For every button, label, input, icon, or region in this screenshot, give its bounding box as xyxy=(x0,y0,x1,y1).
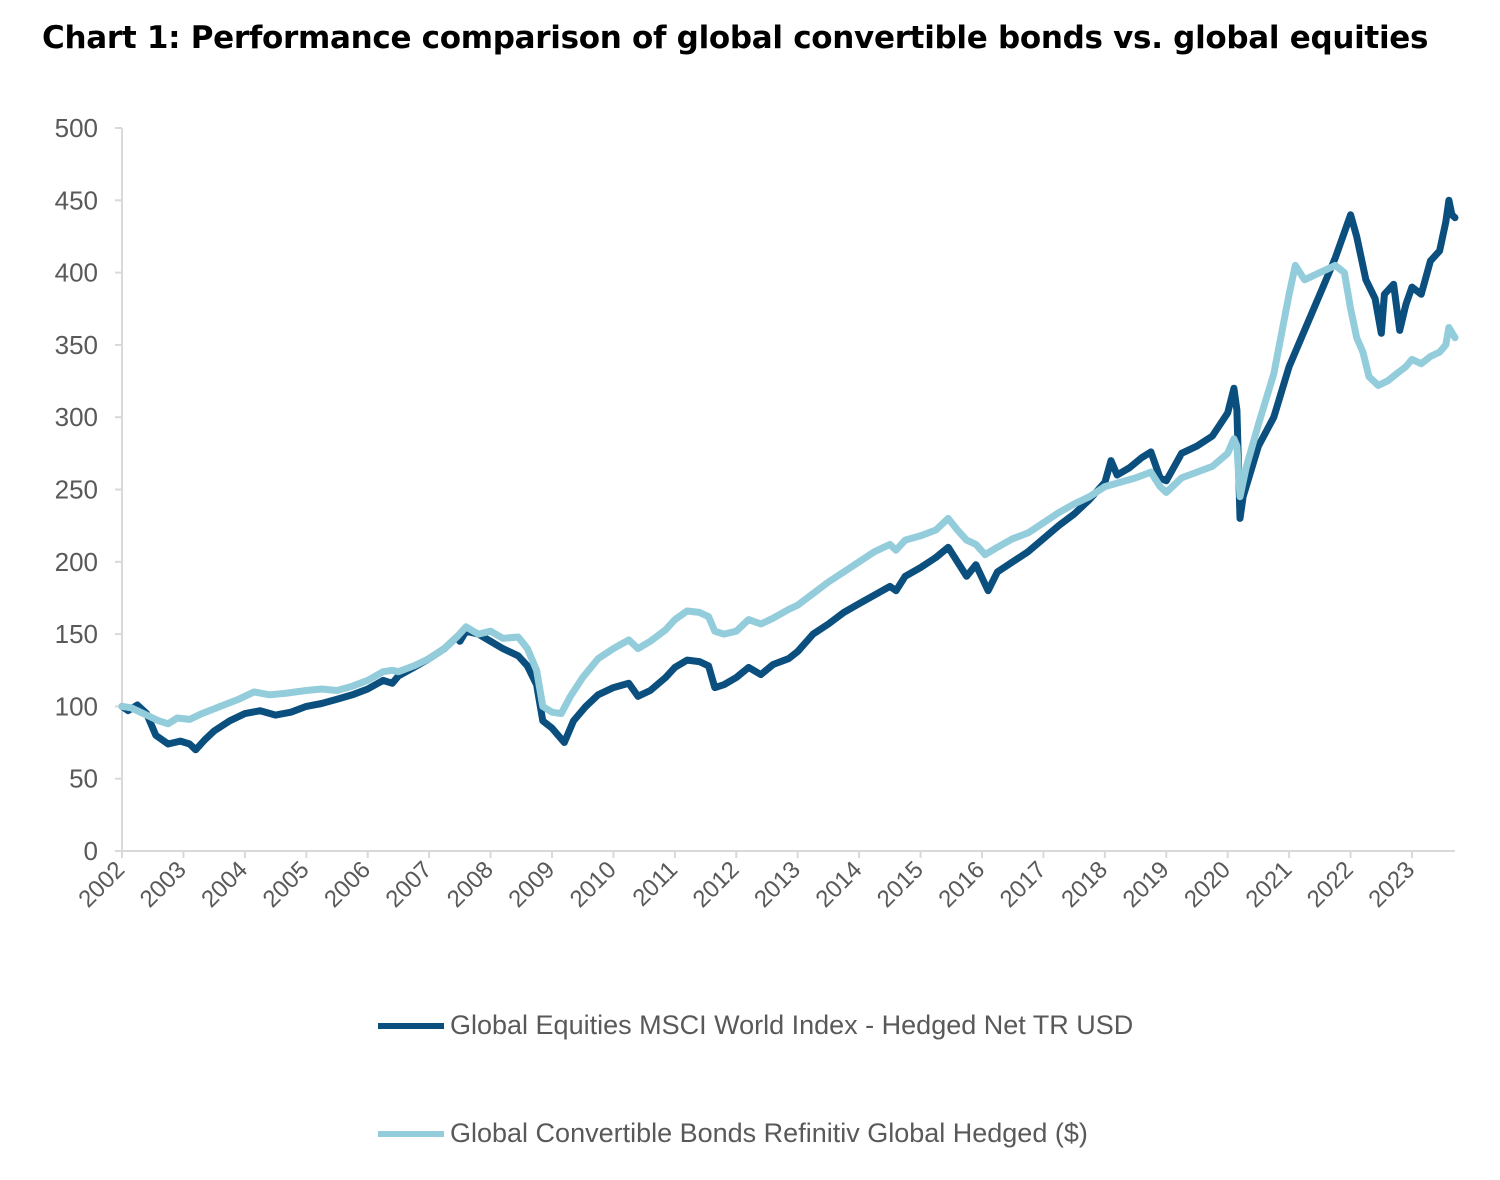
x-tick-label: 2020 xyxy=(1179,856,1236,913)
x-tick-label: 2021 xyxy=(1241,856,1298,913)
y-tick-label: 0 xyxy=(84,836,98,866)
y-tick-label: 100 xyxy=(55,691,98,721)
x-tick-label: 2011 xyxy=(628,856,684,912)
x-tick-label: 2010 xyxy=(565,856,622,913)
x-tick-label: 2004 xyxy=(196,856,253,913)
chart-series xyxy=(118,196,1459,754)
series-line-0 xyxy=(118,196,1459,754)
y-tick-label: 200 xyxy=(55,547,98,577)
x-tick-label: 2007 xyxy=(381,856,438,913)
legend-swatch-convertibles xyxy=(378,1130,444,1137)
y-tick-label: 250 xyxy=(55,475,98,505)
y-tick-label: 50 xyxy=(69,764,98,794)
x-tick-label: 2017 xyxy=(995,856,1052,913)
x-tick-label: 2003 xyxy=(135,856,192,913)
x-tick-label: 2022 xyxy=(1302,856,1359,913)
legend-item-equities: Global Equities MSCI World Index - Hedge… xyxy=(378,1010,1133,1041)
y-tick-label: 450 xyxy=(55,185,98,215)
y-tick-label: 350 xyxy=(55,330,98,360)
y-tick-label: 500 xyxy=(55,113,98,143)
x-tick-label: 2012 xyxy=(688,856,745,913)
series-line-1 xyxy=(118,261,1459,728)
legend-item-convertibles: Global Convertible Bonds Refinitiv Globa… xyxy=(378,1118,1088,1149)
x-tick-label: 2014 xyxy=(811,856,868,913)
y-tick-label: 150 xyxy=(55,619,98,649)
legend-swatch-equities xyxy=(378,1022,444,1029)
chart-title: Chart 1: Performance comparison of globa… xyxy=(42,20,1429,56)
x-tick-label: 2019 xyxy=(1118,856,1175,913)
x-tick-label: 2009 xyxy=(503,856,560,913)
x-tick-label: 2016 xyxy=(933,856,990,913)
x-tick-label: 2015 xyxy=(872,856,929,913)
x-tick-label: 2006 xyxy=(319,856,376,913)
legend-label-equities: Global Equities MSCI World Index - Hedge… xyxy=(450,1010,1134,1040)
x-tick-label: 2013 xyxy=(749,856,806,913)
x-tick-label: 2018 xyxy=(1056,856,1113,913)
y-tick-label: 400 xyxy=(55,258,98,288)
y-tick-label: 300 xyxy=(55,402,98,432)
x-tick-label: 2023 xyxy=(1363,856,1420,913)
x-tick-label: 2008 xyxy=(442,856,499,913)
x-tick-label: 2002 xyxy=(73,856,130,913)
x-tick-label: 2005 xyxy=(258,856,315,913)
legend-label-convertibles: Global Convertible Bonds Refinitiv Globa… xyxy=(450,1118,1088,1148)
